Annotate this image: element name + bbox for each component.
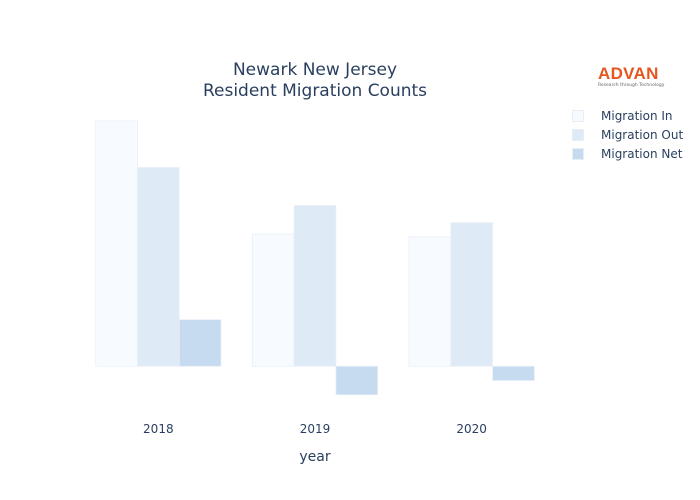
chart-legend: Migration In Migration Out Migration Net: [572, 106, 683, 163]
legend-swatch: [572, 109, 584, 122]
legend-item-migration-net[interactable]: Migration Net: [572, 144, 683, 163]
legend-label: Migration In: [601, 108, 673, 123]
bar-migration-net-2018[interactable]: [178, 319, 222, 367]
bar-migration-out-2020[interactable]: [450, 222, 493, 367]
legend-item-migration-in[interactable]: Migration In: [572, 106, 683, 125]
x-tick-label: 2019: [300, 422, 331, 436]
bar-migration-out-2019[interactable]: [293, 205, 337, 367]
bar-migration-net-2019[interactable]: [335, 365, 379, 396]
bar-migration-net-2020[interactable]: [492, 365, 535, 381]
legend-item-migration-out[interactable]: Migration Out: [572, 125, 683, 144]
bar-migration-in-2019[interactable]: [251, 233, 295, 367]
bar-migration-in-2020[interactable]: [408, 236, 452, 367]
bar-migration-out-2018[interactable]: [137, 167, 180, 367]
chart-subtitle: Resident Migration Counts: [202, 81, 428, 101]
legend-label: Migration Net: [601, 146, 683, 161]
x-tick-label: 2020: [456, 422, 487, 436]
legend-swatch: [572, 147, 584, 160]
x-tick-label: 2018: [143, 422, 174, 436]
advan-logo: ADVAN Research through Technology: [598, 65, 672, 89]
logo-wordmark: ADVAN: [598, 64, 659, 83]
chart-title: Newark New Jersey: [232, 60, 398, 80]
legend-label: Migration Out: [601, 127, 684, 142]
legend-swatch: [572, 128, 584, 141]
bar-migration-in-2018[interactable]: [95, 120, 138, 367]
x-axis-title: year: [299, 449, 330, 465]
logo-tagline: Research through Technology: [598, 83, 665, 88]
